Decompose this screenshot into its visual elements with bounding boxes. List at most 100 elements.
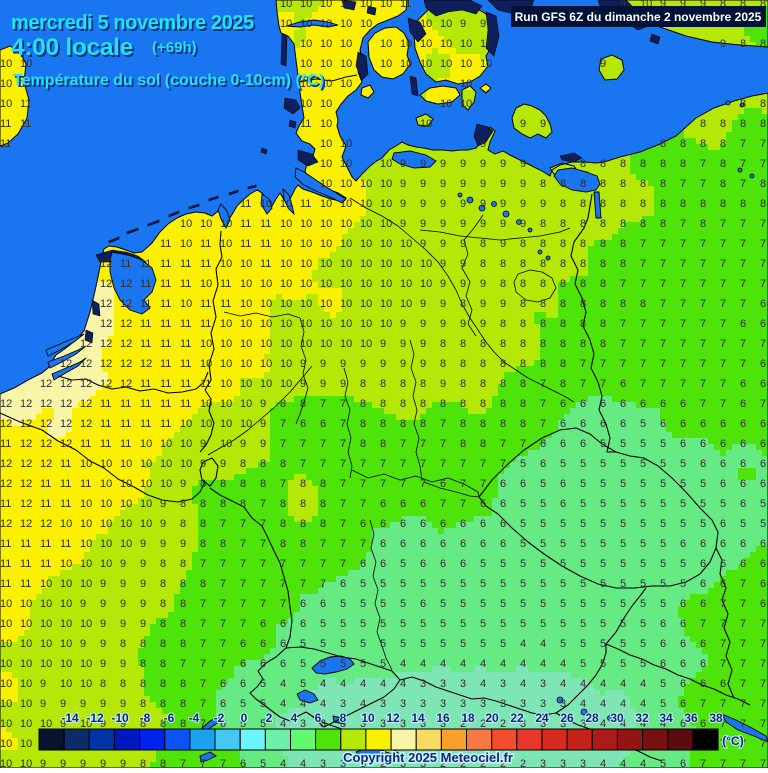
svg-text:10: 10 <box>140 498 152 510</box>
svg-text:7: 7 <box>760 738 766 750</box>
svg-text:9: 9 <box>400 358 406 370</box>
svg-text:9: 9 <box>120 618 126 630</box>
svg-text:0: 0 <box>241 711 248 725</box>
svg-text:6: 6 <box>720 418 726 430</box>
svg-text:6: 6 <box>680 618 686 630</box>
svg-text:6: 6 <box>660 618 666 630</box>
svg-text:7: 7 <box>700 618 706 630</box>
svg-text:5: 5 <box>420 618 426 630</box>
svg-text:12: 12 <box>40 398 52 410</box>
svg-text:7: 7 <box>540 418 546 430</box>
svg-text:8: 8 <box>620 298 626 310</box>
svg-text:7: 7 <box>720 238 726 250</box>
svg-text:8: 8 <box>260 478 266 490</box>
svg-text:5: 5 <box>500 618 506 630</box>
svg-text:6: 6 <box>315 711 322 725</box>
svg-text:6: 6 <box>720 678 726 690</box>
svg-text:9: 9 <box>140 558 146 570</box>
svg-text:6: 6 <box>740 558 746 570</box>
svg-text:11: 11 <box>200 318 211 330</box>
svg-text:10: 10 <box>60 658 72 670</box>
svg-text:26: 26 <box>560 711 574 725</box>
svg-text:9: 9 <box>100 698 106 710</box>
svg-text:2: 2 <box>520 758 526 768</box>
svg-text:10: 10 <box>320 158 332 170</box>
svg-text:7: 7 <box>340 458 346 470</box>
svg-text:10: 10 <box>340 38 352 50</box>
svg-text:7: 7 <box>700 298 706 310</box>
svg-text:8: 8 <box>280 538 286 550</box>
svg-text:6: 6 <box>720 558 726 570</box>
svg-text:9: 9 <box>220 458 226 470</box>
svg-text:5: 5 <box>520 518 526 530</box>
svg-text:5: 5 <box>620 578 626 590</box>
svg-text:5: 5 <box>560 638 566 650</box>
svg-text:30: 30 <box>610 711 624 725</box>
svg-text:8: 8 <box>660 158 666 170</box>
svg-text:7: 7 <box>740 718 746 730</box>
svg-text:4: 4 <box>640 678 646 690</box>
svg-text:9: 9 <box>520 178 526 190</box>
svg-text:10: 10 <box>180 438 192 450</box>
svg-text:5: 5 <box>320 618 326 630</box>
svg-text:6: 6 <box>300 618 306 630</box>
svg-text:10: 10 <box>300 78 312 90</box>
svg-text:6: 6 <box>580 398 586 410</box>
svg-text:5: 5 <box>340 618 346 630</box>
svg-text:7: 7 <box>720 598 726 610</box>
svg-text:11: 11 <box>140 258 151 270</box>
svg-text:10: 10 <box>280 358 292 370</box>
svg-text:8: 8 <box>760 198 766 210</box>
svg-text:5: 5 <box>620 458 626 470</box>
svg-text:10: 10 <box>100 478 112 490</box>
svg-text:7: 7 <box>720 658 726 670</box>
svg-text:4: 4 <box>440 658 446 670</box>
svg-text:10: 10 <box>340 258 352 270</box>
svg-text:3: 3 <box>540 678 546 690</box>
svg-text:7: 7 <box>640 338 646 350</box>
svg-text:9: 9 <box>520 218 526 230</box>
svg-text:3: 3 <box>560 718 566 730</box>
svg-text:8: 8 <box>580 258 586 270</box>
svg-text:7: 7 <box>640 258 646 270</box>
svg-text:12: 12 <box>120 318 132 330</box>
svg-text:11: 11 <box>160 378 171 390</box>
svg-text:9: 9 <box>100 718 106 730</box>
svg-text:10: 10 <box>140 438 152 450</box>
svg-text:9: 9 <box>60 758 66 768</box>
svg-text:6: 6 <box>660 658 666 670</box>
svg-text:4: 4 <box>580 678 586 690</box>
svg-text:8: 8 <box>600 338 606 350</box>
svg-text:8: 8 <box>140 638 146 650</box>
svg-text:5: 5 <box>660 578 666 590</box>
svg-text:10: 10 <box>320 238 332 250</box>
svg-text:9: 9 <box>420 178 426 190</box>
svg-text:6: 6 <box>680 438 686 450</box>
svg-text:8: 8 <box>640 218 646 230</box>
svg-text:9: 9 <box>660 0 666 10</box>
svg-text:6: 6 <box>680 698 686 710</box>
svg-text:10: 10 <box>280 218 292 230</box>
svg-text:6: 6 <box>620 418 626 430</box>
svg-text:6: 6 <box>740 498 746 510</box>
svg-text:6: 6 <box>540 438 546 450</box>
svg-text:11: 11 <box>140 378 151 390</box>
svg-text:10: 10 <box>280 298 292 310</box>
svg-text:9: 9 <box>620 0 626 10</box>
svg-text:9: 9 <box>460 258 466 270</box>
svg-text:10: 10 <box>260 338 272 350</box>
svg-text:8: 8 <box>640 298 646 310</box>
svg-text:7: 7 <box>740 238 746 250</box>
svg-text:7: 7 <box>700 758 706 768</box>
svg-text:5: 5 <box>360 658 366 670</box>
svg-text:10: 10 <box>361 711 375 725</box>
svg-text:8: 8 <box>460 398 466 410</box>
svg-text:8: 8 <box>380 398 386 410</box>
svg-text:9: 9 <box>680 0 686 10</box>
svg-text:7: 7 <box>660 278 666 290</box>
svg-text:6: 6 <box>620 378 626 390</box>
svg-text:7: 7 <box>360 478 366 490</box>
svg-text:8: 8 <box>680 138 686 150</box>
svg-text:10: 10 <box>360 278 372 290</box>
svg-text:5: 5 <box>500 558 506 570</box>
